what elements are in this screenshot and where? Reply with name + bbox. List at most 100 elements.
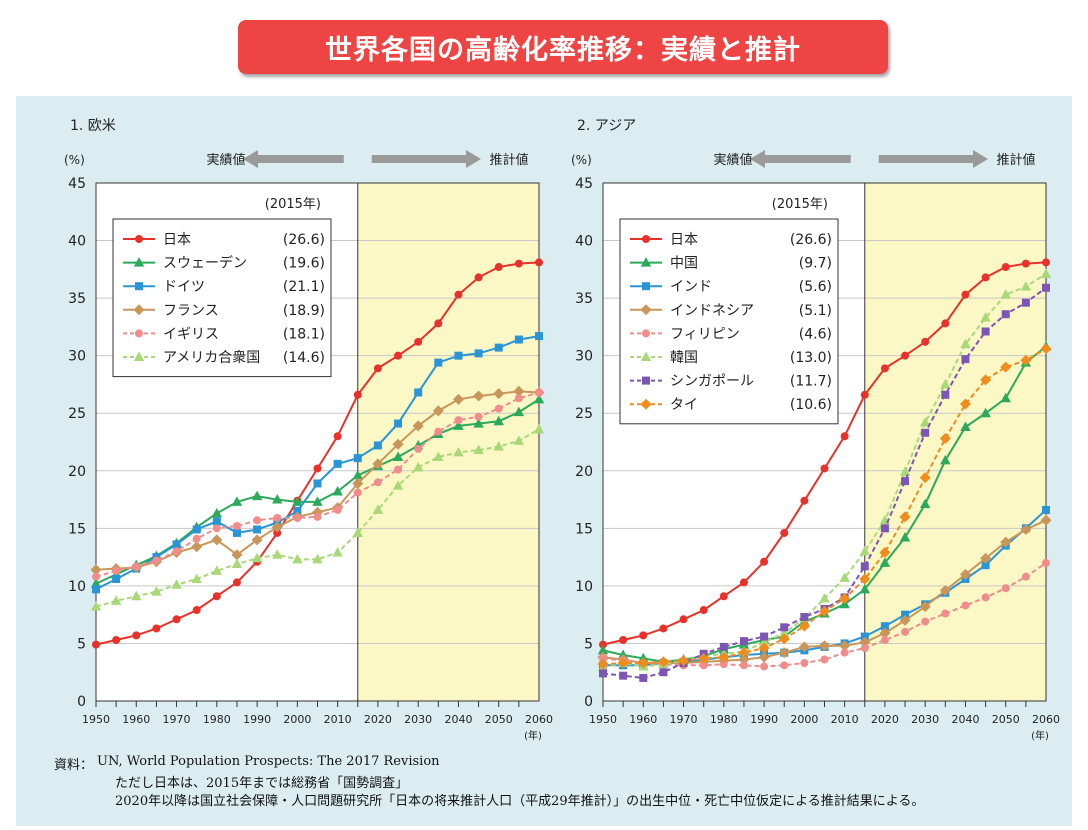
data-point xyxy=(800,659,809,668)
legend-swatch-marker xyxy=(133,351,145,361)
legend-label: 韓国 xyxy=(670,350,698,366)
y-tick-label: 45 xyxy=(575,176,593,192)
x-tick-label: 1990 xyxy=(243,713,271,726)
x-tick-label: 2040 xyxy=(951,713,979,726)
series-アメリカ合衆国 xyxy=(90,423,545,611)
data-point xyxy=(373,364,382,373)
legend-label: フランス xyxy=(163,303,219,319)
data-point xyxy=(839,572,850,582)
series-フィリピン xyxy=(599,558,1050,671)
data-point xyxy=(820,655,829,664)
data-point xyxy=(353,390,362,399)
data-point xyxy=(859,583,870,594)
data-point xyxy=(1040,343,1052,355)
data-point xyxy=(820,464,829,473)
data-point xyxy=(617,657,629,669)
source-label: 資料： xyxy=(54,758,94,773)
data-point xyxy=(373,441,382,450)
data-point xyxy=(699,606,708,615)
y-tick-label: 30 xyxy=(68,349,86,365)
data-point xyxy=(212,524,221,533)
projection-label: 推計値 xyxy=(489,152,528,168)
data-point xyxy=(901,477,910,486)
data-point xyxy=(940,378,951,389)
data-point xyxy=(738,647,750,659)
data-point xyxy=(960,338,971,349)
data-point xyxy=(780,623,789,632)
data-point xyxy=(454,351,463,360)
data-point xyxy=(981,561,990,570)
legend-label: インドネシア xyxy=(670,303,754,319)
legend-box xyxy=(619,218,839,425)
data-point xyxy=(637,657,649,669)
data-point xyxy=(454,290,463,299)
data-point xyxy=(859,545,870,556)
data-point xyxy=(474,349,483,358)
actual-label: 実績値 xyxy=(206,152,245,168)
data-point xyxy=(980,407,991,418)
source-line-3: 2020年以降は国立社会保障・人口問題研究所「日本の将来推計人口（平成29年推計… xyxy=(115,794,925,809)
data-point xyxy=(899,511,911,523)
y-tick-label: 25 xyxy=(575,406,593,422)
data-point xyxy=(394,351,403,360)
series-line xyxy=(602,562,1047,668)
data-point xyxy=(110,595,122,605)
data-point xyxy=(961,601,970,610)
data-point xyxy=(92,585,100,594)
data-point xyxy=(414,444,423,453)
data-point xyxy=(780,528,789,537)
data-point xyxy=(392,438,404,450)
data-point xyxy=(535,258,543,267)
y-axis-label: (%) xyxy=(64,153,85,167)
data-point xyxy=(513,385,525,397)
legend-label: スウェーデン xyxy=(163,255,247,272)
data-point xyxy=(1042,283,1050,292)
data-point xyxy=(372,504,384,514)
x-tick-label: 1960 xyxy=(122,713,150,726)
data-point xyxy=(739,637,748,646)
data-point xyxy=(760,632,769,641)
data-point xyxy=(493,388,505,400)
legend-value: (4.6) xyxy=(799,326,832,342)
data-point xyxy=(599,654,607,663)
legend-value: (13.0) xyxy=(790,350,832,366)
y-tick-label: 35 xyxy=(68,291,86,307)
data-point xyxy=(619,635,628,644)
data-point xyxy=(394,419,403,428)
y-tick-label: 5 xyxy=(77,636,86,652)
data-point xyxy=(919,498,931,509)
page-title: 世界各国の高齢化率推移：実績と推計 xyxy=(238,20,888,74)
data-point xyxy=(473,418,484,428)
data-point xyxy=(312,553,323,564)
data-point xyxy=(859,573,871,585)
legend-label: フィリピン xyxy=(670,326,740,342)
legend-value: (5.6) xyxy=(799,279,832,295)
data-point xyxy=(1021,298,1030,307)
data-point xyxy=(1001,584,1010,593)
data-point xyxy=(392,480,404,490)
legend-swatch-marker xyxy=(640,304,652,316)
data-point xyxy=(819,593,830,603)
legend-value: (21.1) xyxy=(283,279,325,295)
data-point xyxy=(961,355,970,364)
data-point xyxy=(698,652,710,664)
data-point xyxy=(657,656,669,668)
data-point xyxy=(778,633,790,645)
data-point xyxy=(231,558,243,569)
data-point xyxy=(332,485,343,496)
legend-swatch-marker xyxy=(642,235,650,243)
data-point xyxy=(941,390,950,399)
data-point xyxy=(112,574,121,583)
y-tick-label: 35 xyxy=(575,291,593,307)
data-point xyxy=(1040,514,1052,526)
y-tick-label: 10 xyxy=(68,579,86,595)
data-point xyxy=(639,673,648,682)
data-point xyxy=(353,488,362,497)
data-point xyxy=(533,423,545,434)
data-point xyxy=(798,641,810,653)
x-tick-label: 2010 xyxy=(831,713,859,726)
legend-label: タイ xyxy=(670,397,698,413)
data-point xyxy=(860,562,869,571)
legend-title: (2015年) xyxy=(265,197,321,212)
data-point xyxy=(232,578,241,587)
